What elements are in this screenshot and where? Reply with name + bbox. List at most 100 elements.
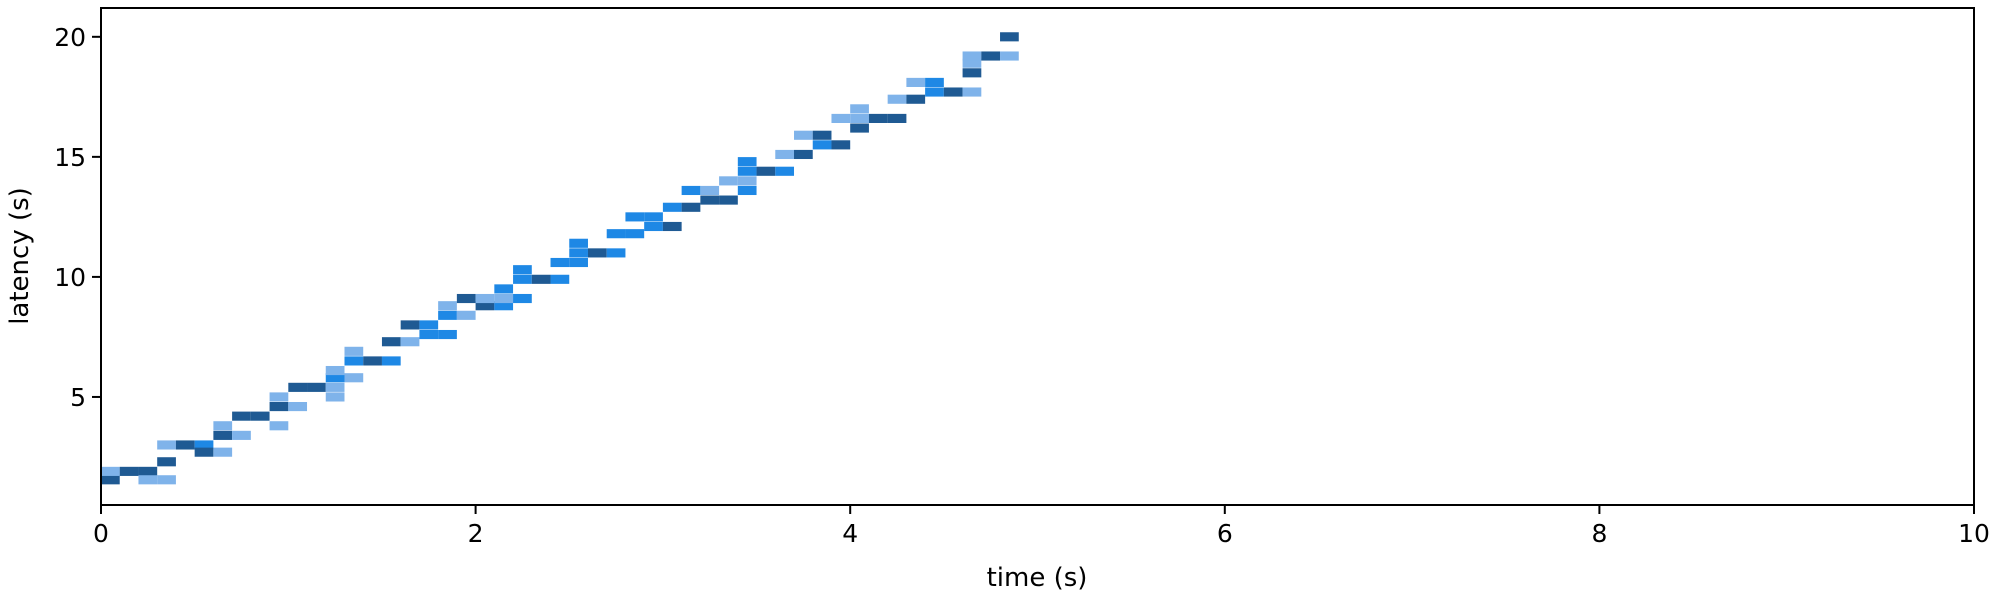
heatmap-cell [1000, 51, 1019, 61]
heatmap-cell [925, 87, 944, 97]
heatmap-cell [194, 440, 214, 450]
heatmap-cell [250, 411, 270, 421]
heatmap-cell [681, 202, 701, 212]
heatmap-cell [850, 104, 869, 114]
heatmap-cell [232, 411, 251, 421]
heatmap-cell [438, 310, 457, 320]
heatmap-cell [737, 166, 757, 176]
heatmap-cell [943, 87, 963, 97]
y-tick-label: 10 [54, 263, 86, 292]
heatmap-cell [138, 466, 158, 476]
heatmap-cell [288, 382, 308, 392]
heatmap-cell [232, 430, 251, 440]
heatmap-cell [325, 373, 345, 383]
heatmap-cell [1000, 32, 1019, 42]
heatmap-cell [288, 402, 308, 412]
x-axis-label: time (s) [987, 563, 1088, 593]
heatmap-cell [550, 257, 570, 268]
heatmap-cell [157, 475, 176, 485]
heatmap-cell [737, 157, 757, 167]
heatmap-cell [719, 176, 738, 186]
heatmap-cell [719, 195, 738, 205]
heatmap-cell [794, 130, 813, 140]
heatmap-cell [381, 337, 401, 347]
heatmap-cell [325, 392, 345, 402]
x-axis: 0 2 4 6 8 10 [93, 505, 1990, 548]
heatmap-cell [850, 123, 869, 133]
heatmap-cell [756, 166, 776, 176]
x-tick-label: 4 [842, 519, 858, 548]
y-axis: 5 10 15 20 [54, 23, 101, 412]
heatmap-cell [812, 140, 832, 150]
y-axis-label: latency (s) [5, 187, 35, 325]
heatmap-cell [475, 301, 495, 311]
heatmap-cell [325, 382, 345, 392]
heatmap-cell [700, 195, 720, 205]
heatmap-cell [962, 68, 982, 78]
heatmap-cell [101, 466, 120, 476]
heatmap-cell [850, 113, 869, 123]
x-tick-label: 0 [93, 519, 109, 548]
heatmap-cell [438, 329, 457, 340]
heatmap-cell [981, 51, 1001, 61]
heatmap-cell [101, 475, 120, 485]
heatmap-cell [962, 51, 982, 61]
heatmap-cell [363, 356, 382, 366]
heatmap-cell [157, 457, 176, 467]
heatmap-cell [906, 94, 926, 104]
heatmap-cell [513, 265, 532, 275]
heatmap-cell [513, 274, 532, 284]
heatmap-cell [681, 185, 701, 196]
heatmap-cell [194, 447, 214, 457]
heatmap-cell [419, 329, 439, 340]
heatmap-cell [456, 310, 476, 320]
heatmap-cell [906, 77, 926, 87]
heatmap-cell [307, 382, 326, 392]
x-tick-label: 10 [1958, 519, 1990, 548]
heatmap-cell [644, 212, 663, 222]
heatmap-cell [213, 447, 233, 457]
heatmap-cell [587, 248, 607, 258]
heatmap-cell [119, 466, 139, 476]
heatmap-cell [625, 212, 645, 222]
heatmap-cell [831, 113, 851, 123]
heatmap-cell [962, 58, 982, 68]
heatmap-cell [400, 320, 420, 330]
heatmap-cell [269, 402, 289, 412]
heatmap-cell [775, 149, 795, 160]
x-tick-label: 2 [468, 519, 484, 548]
heatmap-cell [775, 166, 795, 176]
heatmap-cell [344, 346, 364, 356]
heatmap-cell [812, 130, 832, 140]
heatmap-cell [625, 229, 645, 239]
heatmap-cell [606, 248, 626, 258]
plot-frame [100, 7, 1975, 506]
heatmap-cell [700, 185, 720, 196]
heatmap-cell [737, 176, 757, 186]
heatmap-cell [887, 113, 907, 123]
heatmap-cell [569, 257, 588, 268]
heatmap-cell [662, 202, 682, 212]
heatmap-cell [438, 301, 457, 311]
heatmap-cell [662, 221, 682, 232]
x-tick-label: 6 [1217, 519, 1233, 548]
heatmap-cell [531, 274, 551, 284]
heatmap-cell [737, 185, 757, 196]
heatmap-cell [269, 392, 289, 402]
heatmap-cell [513, 293, 532, 304]
heatmap-cell [887, 94, 907, 104]
heatmap-cell [138, 475, 158, 485]
heatmap-cell [644, 221, 663, 232]
x-tick-label: 8 [1591, 519, 1607, 548]
heatmap-cell [606, 229, 626, 239]
heatmap-cell [381, 356, 401, 366]
heatmap-cell [925, 77, 944, 87]
y-tick-label: 20 [54, 23, 86, 52]
heatmap-cell [962, 87, 982, 97]
heatmap-cell [831, 140, 851, 150]
heatmap-cell [550, 274, 570, 284]
heatmap-cell [456, 293, 476, 304]
heatmap-cell [494, 293, 514, 304]
